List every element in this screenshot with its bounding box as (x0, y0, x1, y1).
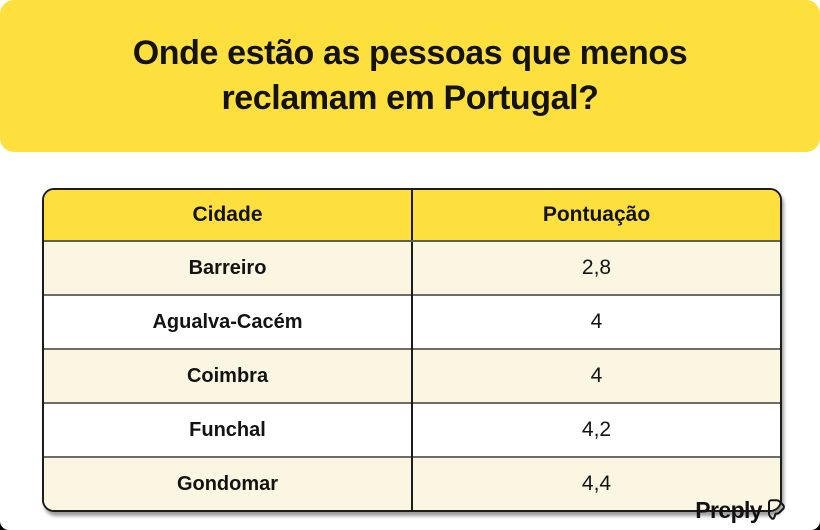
city-cell: Coimbra (44, 348, 413, 403)
page-title-line1: Onde estão as pessoas que menos (132, 34, 688, 72)
city-cell: Gondomar (44, 456, 413, 510)
table-header: Cidade Pontuação (44, 190, 780, 242)
page-title-line2: reclamam em Portugal? (221, 79, 599, 117)
header-banner: Onde estão as pessoas que menos reclamam… (0, 0, 820, 152)
city-cell: Agualva-Cacém (44, 294, 413, 349)
table-row: Gondomar 4,4 (44, 456, 780, 510)
scores-table: Cidade Pontuação Barreiro 2,8 Agualva-Ca… (44, 190, 780, 510)
score-cell: 2,8 (412, 241, 780, 295)
table-row: Funchal 4,2 (44, 402, 780, 457)
table-header-row: Cidade Pontuação (44, 190, 780, 242)
preply-logo: Preply (695, 497, 786, 524)
column-header-pontuacao: Pontuação (412, 190, 780, 242)
table-row: Barreiro 2,8 (44, 241, 780, 295)
score-cell: 4,2 (412, 402, 780, 457)
city-cell: Barreiro (44, 241, 413, 295)
preply-speech-bubble-icon (765, 498, 786, 523)
score-cell: 4,4 (412, 456, 780, 510)
scores-table-container: Cidade Pontuação Barreiro 2,8 Agualva-Ca… (42, 188, 782, 512)
city-cell: Funchal (44, 402, 413, 457)
table-row: Agualva-Cacém 4 (44, 294, 780, 349)
table-row: Coimbra 4 (44, 348, 780, 403)
score-cell: 4 (412, 348, 780, 403)
page-title: Onde estão as pessoas que menos reclamam… (132, 31, 688, 121)
preply-logo-text: Preply (695, 497, 762, 523)
score-cell: 4 (412, 294, 780, 349)
column-header-cidade: Cidade (44, 190, 413, 242)
table-body: Barreiro 2,8 Agualva-Cacém 4 Coimbra 4 F… (44, 241, 780, 510)
